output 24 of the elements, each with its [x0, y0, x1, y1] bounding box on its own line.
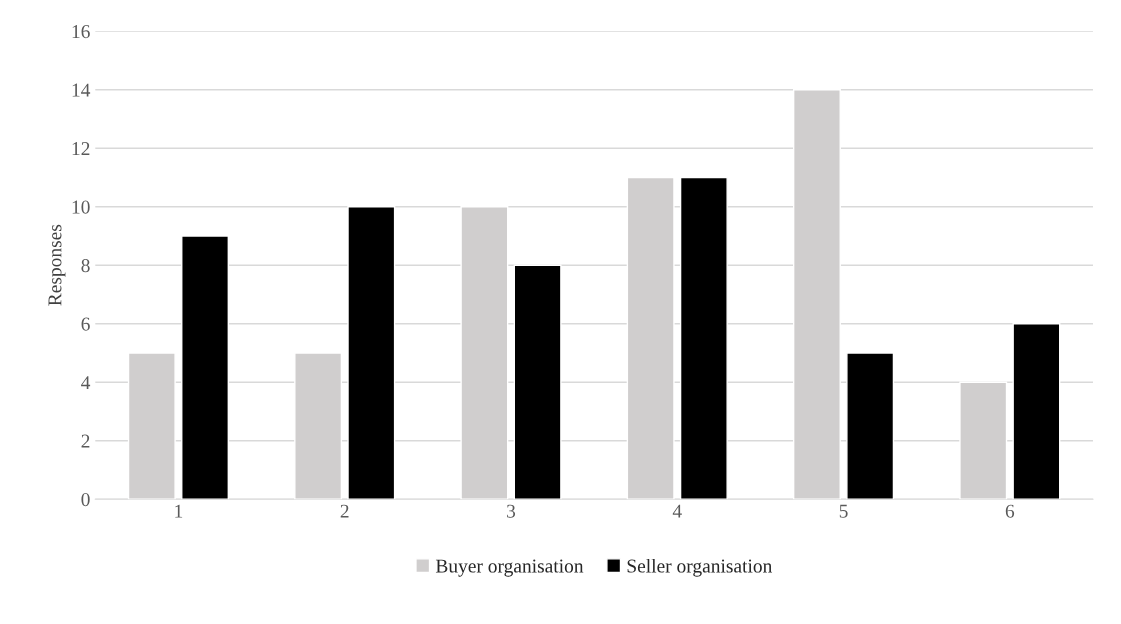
x-tick-label: 4 [672, 504, 682, 518]
bar [679, 176, 728, 500]
y-tick-label: 14 [72, 83, 91, 97]
y-axis-title: Responses [48, 224, 66, 306]
bar [846, 352, 895, 500]
x-tick-label: 2 [340, 504, 349, 518]
y-tick-label: 2 [81, 434, 90, 448]
x-tick-label: 5 [839, 504, 848, 518]
x-tick-label: 3 [507, 504, 516, 518]
bar [347, 206, 396, 500]
y-tick-label: 10 [72, 200, 90, 214]
bar [181, 235, 230, 500]
bar [1012, 323, 1061, 500]
legend-label: Seller organisation [627, 558, 773, 577]
x-tick-label: 6 [1005, 504, 1015, 518]
y-tick-label: 4 [81, 376, 91, 389]
y-tick-label: 8 [81, 259, 90, 273]
bar [513, 264, 562, 500]
y-tick-label: 12 [72, 142, 90, 155]
y-tick-label: 6 [81, 317, 90, 331]
y-tick-label: 0 [81, 493, 90, 507]
legend-label: Buyer organisation [435, 559, 584, 577]
y-tick-label: 16 [72, 25, 90, 39]
x-tick-label: 1 [175, 504, 183, 518]
